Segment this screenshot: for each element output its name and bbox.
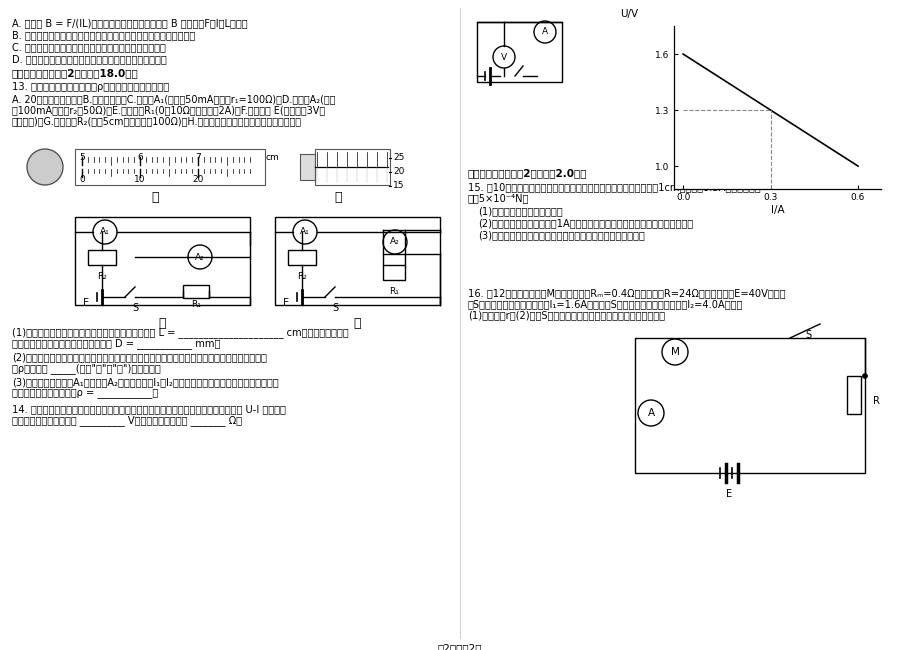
Text: S: S: [131, 303, 138, 313]
Text: (2)若通电导线中的电流变为1A，其他条件不变，导线所受到的磁场力是多大？: (2)若通电导线中的电流变为1A，其他条件不变，导线所受到的磁场力是多大？: [478, 218, 692, 228]
Bar: [88, 250, 116, 265]
Text: R: R: [872, 396, 879, 406]
Text: 15: 15: [392, 181, 404, 190]
Bar: [382, 265, 404, 280]
Text: A₁: A₁: [300, 227, 310, 237]
Text: 14. 用如图所示的电路来测量电池电动势和内电阾，根据测得的数据作出了如图所示的 U-I 图，由图: 14. 用如图所示的电路来测量电池电动势和内电阾，根据测得的数据作出了如图所示的…: [12, 404, 286, 414]
Text: 20: 20: [192, 175, 203, 184]
Text: (1)电源内阿r；(2)开关S闭合时，电动机上产生的热功率和输出功率。: (1)电源内阿r；(2)开关S闭合时，电动机上产生的热功率和输出功率。: [468, 310, 664, 320]
Text: S: S: [804, 330, 811, 340]
Text: 符号表示该材料的电阾率ρ = ___________。: 符号表示该材料的电阾率ρ = ___________。: [12, 388, 158, 398]
Text: 像可知电动势的测量值是 _________ V，电池内阾的测量值 _______ Ω。: 像可知电动势的测量值是 _________ V，电池内阾的测量值 _______…: [12, 415, 242, 426]
Bar: [275, 217, 439, 305]
Text: 率ρ应选用图 _____(选填"丙"或"丁")所示电路。: 率ρ应选用图 _____(选填"丙"或"丁")所示电路。: [12, 363, 161, 374]
Bar: [300, 154, 314, 180]
Text: V: V: [500, 53, 506, 62]
Text: D. 磁感应强度越大的地方，穿过线圈的磁通量也一定越大: D. 磁感应强度越大的地方，穿过线圈的磁通量也一定越大: [12, 54, 166, 64]
Circle shape: [27, 149, 62, 185]
Text: 力为5×10⁻⁴N。: 力为5×10⁻⁴N。: [468, 193, 528, 203]
Text: 乙: 乙: [334, 191, 341, 204]
Text: E: E: [283, 298, 289, 308]
Bar: [476, 22, 562, 82]
Text: S: S: [332, 303, 338, 313]
Text: 为100mA，内阿r₂约50Ω)；E.滑动变阾R₁(0～10Ω，额定电流2A)；F.直流电源 E(电动势为3V，: 为100mA，内阿r₂约50Ω)；E.滑动变阾R₁(0～10Ω，额定电流2A)；…: [12, 105, 324, 115]
Text: (3)若让导线与磁感线平行，通电导线受到的磁场力又是多大？: (3)若让导线与磁感线平行，通电导线受到的磁场力又是多大？: [478, 230, 644, 240]
Circle shape: [862, 374, 867, 378]
Text: 25: 25: [392, 153, 404, 162]
Text: 0: 0: [79, 175, 85, 184]
Text: 5: 5: [79, 153, 85, 162]
Text: 关S断开时，理想电流表的示数I₁=1.6A，当开关S闭合时，理想电流表的示数I₂=4.0A。求：: 关S断开时，理想电流表的示数I₁=1.6A，当开关S闭合时，理想电流表的示数I₂…: [468, 299, 743, 309]
Bar: [288, 250, 315, 265]
Text: 三、计算题（本大题2小题，兲2.0分）: 三、计算题（本大题2小题，兲2.0分）: [468, 168, 587, 178]
X-axis label: I/A: I/A: [770, 205, 784, 215]
Text: 6: 6: [137, 153, 142, 162]
Text: A: A: [647, 408, 653, 418]
Text: A₂: A₂: [390, 237, 400, 246]
Text: (1)用游标卡尺测得该材料的长度如图甲所示，其示数 L = _____________________ cm，用螺旋测微器测: (1)用游标卡尺测得该材料的长度如图甲所示，其示数 L = __________…: [12, 327, 348, 338]
Text: 丙: 丙: [158, 317, 165, 330]
Text: (2)某小组设计了如图丙、丁所示的两种实验方案的电路图，为了尽可能精确地测量该材料的电阾: (2)某小组设计了如图丙、丁所示的两种实验方案的电路图，为了尽可能精确地测量该材…: [12, 352, 267, 362]
Text: 得该材料的外直径如图乙所示，其示数 D = ___________ mm。: 得该材料的外直径如图乙所示，其示数 D = ___________ mm。: [12, 338, 221, 349]
Bar: [314, 149, 390, 185]
Bar: [183, 285, 209, 298]
Text: 10: 10: [134, 175, 145, 184]
Text: 16. （12分）如图所示，M为一线圈电阾Rₘ=0.4Ω的电动机，R=24Ω，电源电动势E=40V。当开: 16. （12分）如图所示，M为一线圈电阾Rₘ=0.4Ω的电动机，R=24Ω，电…: [468, 288, 785, 298]
Text: C. 穿过线圈的磁通量为零的地方，磁感应强度不一定为零: C. 穿过线圈的磁通量为零的地方，磁感应强度不一定为零: [12, 42, 165, 52]
Text: R₂: R₂: [297, 272, 307, 281]
Text: R₁: R₁: [191, 300, 200, 309]
Bar: [75, 149, 265, 185]
Text: E: E: [725, 489, 732, 499]
Text: 甲: 甲: [151, 191, 159, 204]
Text: 第2页，共2页: 第2页，共2页: [437, 643, 482, 650]
Text: 7: 7: [195, 153, 200, 162]
Text: 13. 欲测量某种材料的电阴率ρ，现提供以下实验器材：: 13. 欲测量某种材料的电阴率ρ，现提供以下实验器材：: [12, 82, 169, 92]
Text: 15. （10分）在磁场中放入一通电导线，导线与磁场垂直，导线长为1cm，电流为0.5A，所受的磁场: 15. （10分）在磁场中放入一通电导线，导线与磁场垂直，导线长为1cm，电流为…: [468, 182, 760, 192]
Text: E: E: [83, 298, 89, 308]
Bar: [75, 217, 250, 305]
Text: R₂: R₂: [97, 272, 107, 281]
Bar: [846, 376, 860, 414]
Text: 内阿很小)；G.导电材料R₂(长约5cm，电阿约为100Ω)；H.开关一只、导线若干。请回答下列问题：: 内阿很小)；G.导电材料R₂(长约5cm，电阿约为100Ω)；H.开关一只、导线…: [12, 116, 301, 126]
Text: R₁: R₁: [389, 287, 399, 296]
Text: M: M: [670, 347, 679, 357]
Bar: [634, 338, 864, 473]
Text: B. 磁场中某点的磁感应强度的方向为置于该点小磁针北极所指的方向: B. 磁场中某点的磁感应强度的方向为置于该点小磁针北极所指的方向: [12, 30, 195, 40]
Text: (1)该位置的磁感应强度多大？: (1)该位置的磁感应强度多大？: [478, 206, 562, 216]
Text: 20: 20: [392, 167, 404, 176]
Text: (3)某次实验中电流表A₁和电流表A₂的示数分别为I₁和I₂，用所测得的物理量符号和已知物理量的: (3)某次实验中电流表A₁和电流表A₂的示数分别为I₁和I₂，用所测得的物理量符…: [12, 377, 278, 387]
Y-axis label: U/V: U/V: [619, 10, 637, 20]
Text: cm: cm: [266, 153, 279, 162]
Text: A₂: A₂: [195, 252, 205, 261]
Text: 二、实验题（本大题2小题，共18.0分）: 二、实验题（本大题2小题，共18.0分）: [12, 68, 139, 78]
Text: A₁: A₁: [100, 227, 109, 237]
Text: 丁: 丁: [353, 317, 360, 330]
Text: A. 20分度的游标卡尺；B.螺旋测微器；C.电流表A₁(量程为50mA，内阿r₁=100Ω)；D.电流表A₂(量程: A. 20分度的游标卡尺；B.螺旋测微器；C.电流表A₁(量程为50mA，内阿r…: [12, 94, 335, 104]
Text: A: A: [541, 27, 548, 36]
Text: A. 由公式 B = F/(IL)知，磁场中某点的磁感应强度 B 的大小跟F、I、L都有关: A. 由公式 B = F/(IL)知，磁场中某点的磁感应强度 B 的大小跟F、I…: [12, 18, 247, 28]
